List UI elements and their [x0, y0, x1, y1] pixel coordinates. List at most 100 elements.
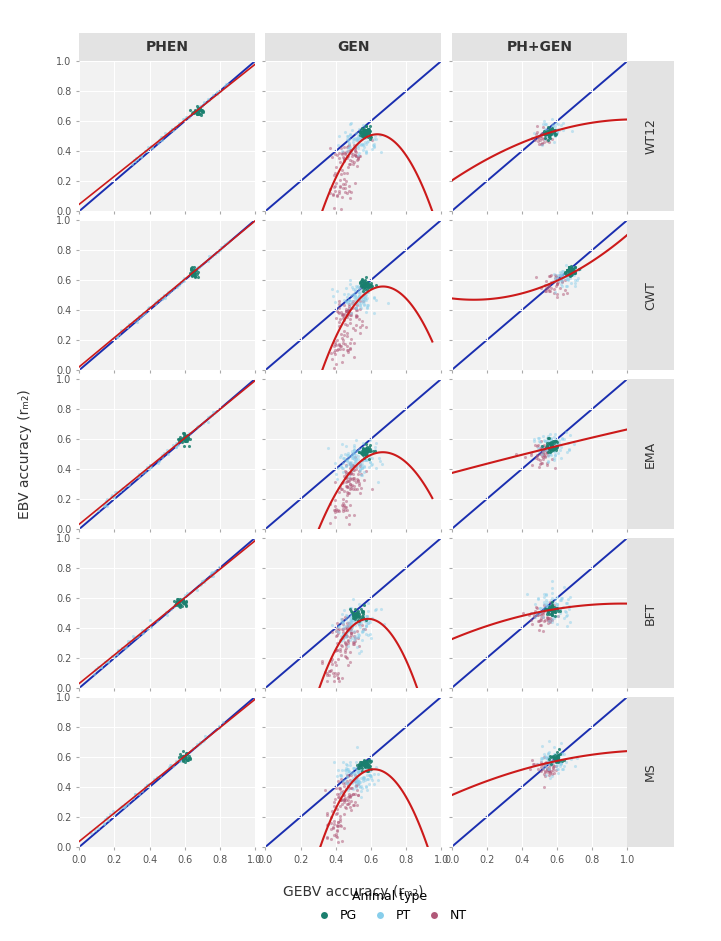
Point [332, 774, 344, 789]
Point [362, 277, 373, 292]
Point [158, 289, 169, 304]
Point [194, 578, 205, 593]
Point [353, 758, 365, 773]
Point [222, 235, 234, 250]
Point [552, 271, 564, 286]
Point [167, 122, 178, 137]
Point [351, 608, 363, 623]
Point [356, 454, 368, 469]
Point [569, 264, 580, 279]
Point [359, 453, 371, 468]
Point [213, 718, 225, 733]
Point [360, 319, 372, 334]
Point [348, 463, 359, 478]
Point [538, 767, 549, 782]
Point [372, 474, 384, 489]
Point [351, 770, 363, 785]
Point [171, 592, 182, 607]
Point [541, 587, 552, 602]
Point [156, 290, 167, 305]
Point [336, 306, 348, 321]
Point [174, 431, 186, 446]
Point [360, 447, 371, 462]
Point [322, 440, 333, 455]
Point [353, 638, 365, 653]
Point [364, 768, 376, 783]
Point [173, 749, 185, 764]
Point [356, 120, 368, 136]
Point [547, 443, 558, 458]
Point [547, 602, 559, 617]
Point [191, 105, 203, 120]
Point [344, 773, 355, 788]
Point [355, 468, 366, 483]
Point [553, 122, 565, 137]
Point [346, 613, 358, 628]
Point [340, 280, 352, 295]
Point [347, 279, 358, 295]
Point [552, 749, 564, 764]
Point [180, 747, 192, 762]
Point [345, 766, 357, 781]
Point [528, 757, 539, 772]
Point [350, 133, 361, 148]
Point [354, 612, 366, 627]
Point [370, 132, 381, 147]
Point [546, 605, 557, 620]
Point [335, 155, 346, 170]
Point [327, 352, 338, 367]
Point [138, 144, 150, 159]
Point [348, 609, 359, 624]
Point [350, 139, 361, 154]
Point [350, 131, 361, 146]
Point [565, 267, 576, 282]
Point [329, 295, 341, 310]
Point [560, 266, 572, 281]
Point [348, 442, 359, 457]
Point [544, 761, 555, 776]
Point [178, 273, 190, 288]
Point [348, 470, 359, 486]
Point [206, 248, 218, 263]
Point [338, 152, 350, 167]
Point [541, 597, 552, 612]
Point [354, 121, 366, 136]
Point [340, 173, 352, 188]
Point [363, 133, 374, 148]
Point [340, 649, 352, 664]
Point [180, 433, 192, 448]
Point [345, 306, 357, 321]
Point [358, 289, 369, 304]
Point [364, 129, 376, 144]
Point [358, 772, 369, 787]
Point [549, 603, 560, 618]
Point [117, 481, 128, 496]
Point [348, 156, 359, 171]
Point [355, 759, 367, 774]
Point [362, 285, 373, 300]
Point [340, 792, 352, 807]
Point [110, 646, 122, 662]
Point [133, 787, 145, 802]
Point [337, 455, 349, 470]
Point [329, 179, 341, 194]
Point [363, 776, 375, 791]
Point [531, 600, 543, 615]
Point [355, 601, 367, 616]
Point [547, 434, 558, 449]
Point [542, 448, 554, 463]
Point [561, 595, 572, 610]
Point [555, 117, 567, 132]
Point [329, 499, 340, 514]
Point [337, 783, 349, 798]
Point [360, 762, 371, 777]
Point [559, 279, 571, 294]
Point [345, 800, 356, 815]
Point [193, 103, 205, 118]
Point [337, 611, 348, 626]
Point [338, 778, 350, 793]
Point [353, 288, 365, 303]
Point [185, 265, 196, 280]
Point [323, 668, 335, 683]
Point [334, 180, 345, 195]
